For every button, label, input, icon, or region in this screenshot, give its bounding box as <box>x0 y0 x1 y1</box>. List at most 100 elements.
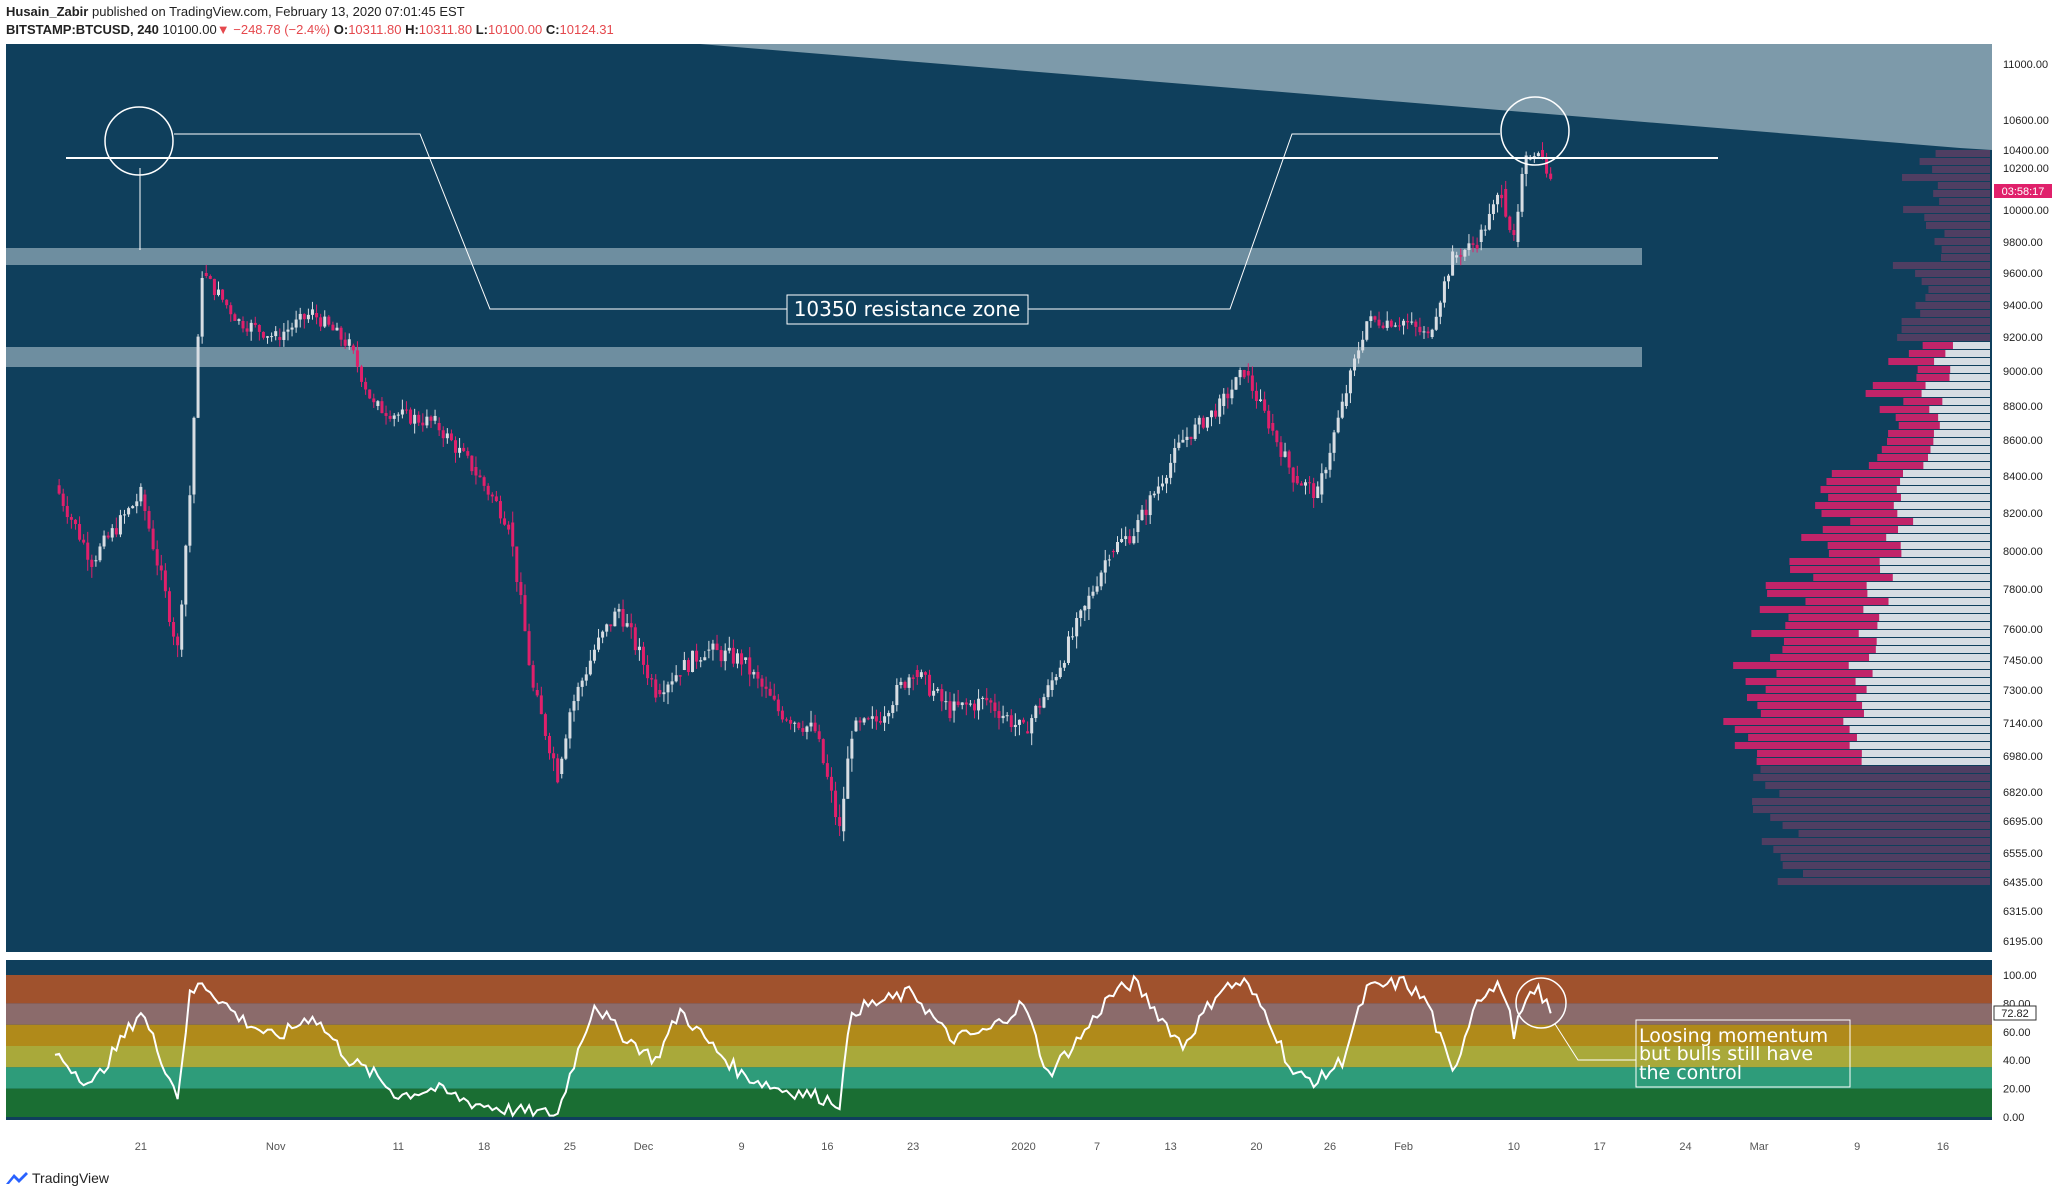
candle-body <box>735 653 739 664</box>
candle-body <box>1099 572 1103 587</box>
candle-body <box>212 278 216 296</box>
candle-body <box>249 322 253 332</box>
candle-body <box>785 719 789 721</box>
volume-profile-bar <box>1866 686 1990 693</box>
candle-body <box>1120 539 1124 542</box>
candle-body <box>809 722 813 727</box>
price-tick-label: 10400.00 <box>2003 145 2049 157</box>
time-tick-label: Nov <box>266 1141 286 1153</box>
resistance-label: 10350 resistance zone <box>794 297 1021 321</box>
candle-body <box>1320 473 1324 495</box>
candle-body <box>1549 173 1553 179</box>
candle-body <box>216 289 220 296</box>
candle-body <box>1087 595 1091 609</box>
price-axis[interactable] <box>1992 44 2062 1120</box>
candle-body <box>343 339 347 346</box>
candle-body <box>1545 157 1549 174</box>
candle-body <box>740 653 744 665</box>
candle-body <box>1116 541 1120 553</box>
candle-body <box>73 519 77 525</box>
candle-body <box>588 660 592 675</box>
candle-body <box>135 501 139 507</box>
candle-body <box>331 324 335 331</box>
candle-body <box>1009 715 1013 728</box>
left-highlight-circle <box>104 106 174 176</box>
candle-body <box>261 331 265 338</box>
candle-body <box>703 657 707 661</box>
candle-body <box>167 591 171 623</box>
candle-body <box>1357 350 1361 359</box>
candle-body <box>404 409 408 411</box>
candle-body <box>441 430 445 439</box>
candle-body <box>997 711 1001 719</box>
time-tick-label: Feb <box>1394 1141 1413 1153</box>
candle-body <box>368 389 372 399</box>
time-axis-ticks: 21 Nov 11 18 25 Dec 9 16 23 2020 7 13 20 26 Feb 10 17 24 M… <box>135 1141 1949 1153</box>
time-tick-label: 13 <box>1165 1141 1177 1153</box>
candle-body <box>1438 302 1442 317</box>
candle-body <box>1279 442 1283 457</box>
candle-body <box>1034 705 1038 719</box>
candle-body <box>617 609 621 612</box>
candle-body <box>1136 520 1140 532</box>
candle-body <box>433 415 437 421</box>
candle-body <box>127 508 131 515</box>
candle-body <box>1148 495 1152 516</box>
tradingview-brand[interactable]: TradingView <box>6 1170 109 1186</box>
candle-body <box>1071 636 1075 638</box>
volume-profile-bar <box>1875 646 1990 653</box>
volume-profile-bar <box>1886 534 1990 541</box>
price-tick-label: 7600.00 <box>2003 624 2043 636</box>
volume-profile-bar <box>1849 726 1990 733</box>
candle-body <box>131 506 135 509</box>
volume-profile-bar <box>1779 790 1990 797</box>
candle-body <box>225 299 229 306</box>
price-tick-label: 8600.00 <box>2003 435 2043 447</box>
rsi-highlight-circle <box>1515 977 1567 1029</box>
candle-body <box>507 524 511 530</box>
volume-profile-bar <box>1770 814 1990 821</box>
open-label: O: <box>333 22 349 37</box>
volume-profile-bar <box>1939 422 1990 429</box>
candle-body <box>719 650 723 662</box>
candle-body <box>98 546 102 561</box>
candle-body <box>241 321 245 329</box>
candle-body <box>486 485 490 495</box>
candle-body <box>1487 214 1491 230</box>
volume-profile-bar <box>1848 662 1990 669</box>
low-value: 10100.00 <box>487 22 543 37</box>
rsi-band <box>6 1067 1992 1089</box>
volume-profile-bar <box>1944 230 1990 237</box>
price-timer-value: 03:58:17 <box>2002 186 2045 198</box>
candle-body <box>1197 417 1201 425</box>
candle-body <box>1516 211 1520 242</box>
candle-body <box>388 415 392 419</box>
price-tick-label: 6980.00 <box>2003 751 2043 763</box>
candle-body <box>711 643 715 650</box>
candle-body <box>1422 331 1426 333</box>
candle-body <box>1283 451 1287 457</box>
candle-body <box>633 627 637 651</box>
volume-profile-bar <box>1950 366 1990 373</box>
price-tick-label: 6435.00 <box>2003 877 2043 889</box>
candle-body <box>1475 244 1479 249</box>
volume-profile-bar <box>1913 518 1990 525</box>
candle-body <box>895 685 899 706</box>
candle-body <box>650 678 654 680</box>
candle-body <box>155 549 159 566</box>
volume-profile-bar <box>1902 174 1990 181</box>
candle-body <box>1091 591 1095 596</box>
volume-profile-bar <box>1900 478 1990 485</box>
main-pane[interactable] <box>6 44 1992 952</box>
author-name[interactable]: Husain_Zabir <box>6 4 89 19</box>
candle-body <box>919 672 923 678</box>
candle-body <box>605 624 609 632</box>
volume-profile-bar <box>1876 638 1990 645</box>
candle-body <box>221 289 225 300</box>
candle-body <box>1026 731 1030 734</box>
candle-body <box>1128 536 1132 544</box>
candle-body <box>114 528 118 535</box>
tradingview-logo-icon <box>6 1172 28 1184</box>
candle-body <box>1050 680 1054 690</box>
